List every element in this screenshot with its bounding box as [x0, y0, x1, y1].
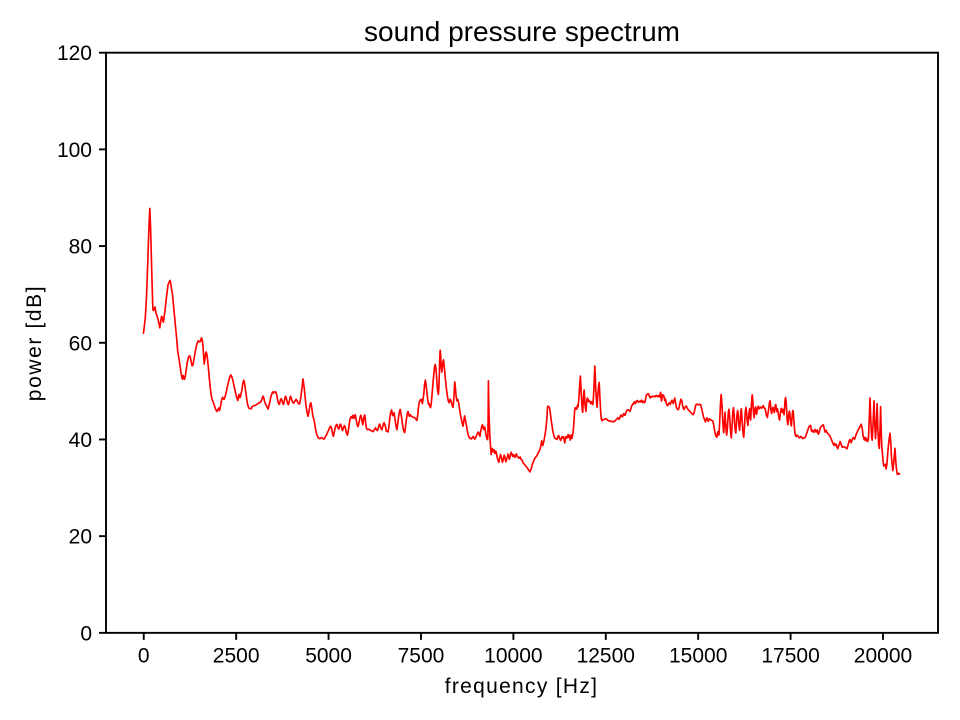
svg-text:2500: 2500	[213, 645, 260, 668]
svg-text:12500: 12500	[577, 645, 635, 668]
svg-text:80: 80	[69, 236, 92, 259]
svg-text:17500: 17500	[761, 645, 819, 668]
svg-text:10000: 10000	[484, 645, 542, 668]
svg-text:frequency [Hz]: frequency [Hz]	[445, 675, 599, 698]
svg-text:100: 100	[57, 139, 92, 162]
svg-text:60: 60	[69, 332, 92, 355]
svg-text:0: 0	[138, 645, 150, 668]
svg-text:sound pressure spectrum: sound pressure spectrum	[364, 16, 680, 47]
svg-text:5000: 5000	[305, 645, 352, 668]
svg-text:120: 120	[57, 42, 92, 65]
svg-text:7500: 7500	[398, 645, 445, 668]
svg-text:15000: 15000	[669, 645, 727, 668]
svg-text:40: 40	[69, 429, 92, 452]
svg-text:0: 0	[80, 622, 92, 645]
svg-text:power [dB]: power [dB]	[23, 285, 46, 401]
svg-text:20000: 20000	[854, 645, 912, 668]
svg-text:20: 20	[69, 526, 92, 549]
